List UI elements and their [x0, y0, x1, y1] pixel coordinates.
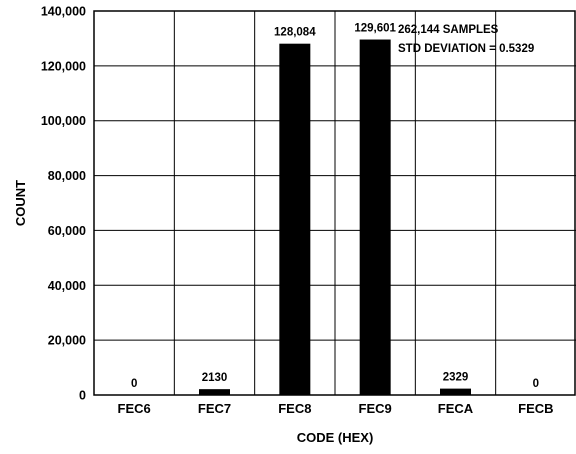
y-axis-title: COUNT [13, 180, 28, 226]
x-tick-label: FEC6 [118, 401, 151, 416]
y-tick-label: 80,000 [48, 169, 86, 183]
y-tick-label: 140,000 [41, 5, 86, 19]
data-label-fecb: 0 [533, 378, 539, 390]
data-label-feca: 2329 [443, 372, 469, 384]
sample-count-annotation: 262,144 SAMPLES [398, 24, 499, 36]
grid [94, 11, 576, 395]
bar-feca [440, 388, 471, 395]
y-tick-label: 40,000 [48, 279, 86, 293]
y-tick-label: 0 [79, 389, 86, 403]
plot-border [93, 10, 576, 396]
data-label-fec6: 0 [131, 378, 137, 390]
data-labels: 0 2130 128,084 129,601 2329 0 [131, 23, 539, 390]
data-label-fec8: 128,084 [274, 27, 316, 39]
bar-fec8 [279, 43, 311, 395]
bars [199, 39, 471, 395]
y-tick-label: 60,000 [48, 224, 86, 238]
y-tick-label: 20,000 [48, 334, 86, 348]
bar-fec9 [359, 39, 391, 395]
x-axis-title: CODE (HEX) [297, 430, 374, 445]
x-tick-label: FECA [438, 401, 474, 416]
data-label-fec9: 129,601 [354, 23, 396, 35]
data-label-fec7: 2130 [202, 372, 228, 384]
x-tick-label: FECB [518, 401, 553, 416]
std-deviation-annotation: STD DEVIATION = 0.5329 [398, 43, 534, 55]
x-tick-label: FEC7 [198, 401, 231, 416]
y-tick-label: 120,000 [41, 59, 86, 73]
x-tick-label: FEC9 [359, 401, 392, 416]
x-tick-label: FEC8 [278, 401, 311, 416]
bar-fec7 [199, 389, 230, 395]
plot-frame [93, 10, 576, 396]
axis-ticks: 0 20,000 40,000 60,000 80,000 100,000 120,000 1… [41, 5, 554, 417]
y-tick-label: 100,000 [41, 114, 86, 128]
